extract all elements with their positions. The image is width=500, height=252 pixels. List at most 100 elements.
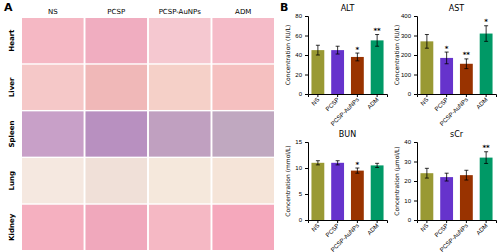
error-bar-stem — [446, 52, 447, 64]
x-tick-label: ADM — [475, 96, 489, 110]
y-axis: 020406080 — [295, 13, 308, 97]
y-tick-mark — [305, 168, 308, 169]
error-bar — [316, 45, 320, 55]
y-tick-mark — [305, 142, 308, 143]
y-tick-mark — [305, 55, 308, 56]
y-tick: 30 — [404, 159, 417, 165]
y-tick-label: 0 — [408, 91, 412, 97]
error-bar-stem — [337, 161, 338, 165]
plot-area: 020406080NSPCSPPCSP-AuNPsADM*** — [295, 13, 387, 126]
error-bar-cap — [425, 178, 429, 179]
y-tick: 20 — [404, 178, 417, 184]
bar — [351, 57, 364, 94]
x-tick-mark — [486, 220, 487, 223]
x-tick-label: PCSP-AuNPs — [439, 96, 469, 126]
bar — [371, 40, 384, 94]
bar — [351, 171, 364, 220]
error-bar — [375, 35, 379, 47]
plot-area: 051015NSPCSPPCSP-AuNPsADM* — [295, 139, 387, 252]
error-bar-cap — [445, 181, 449, 182]
bar-chart: 0100200300400NSPCSPPCSP-AuNPsADM****ASTC… — [393, 4, 497, 127]
grid-cell — [149, 111, 211, 156]
x-tick: NS — [419, 94, 429, 107]
y-tick: 5 — [299, 191, 308, 197]
error-bar — [375, 163, 379, 167]
x-tick-label: PCSP — [434, 96, 450, 112]
x-tick: ADM — [366, 94, 380, 110]
y-axis: 0 100 200 300 400 — [401, 13, 418, 97]
bar — [480, 34, 493, 94]
bar — [331, 50, 344, 94]
y-tick-label: 40 — [404, 139, 411, 145]
x-tick-mark — [466, 94, 467, 97]
bar — [331, 163, 344, 220]
grid-cell — [22, 158, 84, 203]
y-tick: 0 — [408, 217, 417, 223]
y-tick-mark — [414, 94, 417, 95]
error-bar-stem — [426, 35, 427, 49]
bar-chart: 051015NSPCSPPCSP-AuNPsADM*BUNConcentrati… — [284, 130, 388, 252]
significance-marker: * — [445, 45, 449, 53]
plot-area: 0100200300400NSPCSPPCSP-AuNPsADM**** — [401, 13, 497, 126]
error-bar-cap — [336, 54, 340, 55]
grid-cell — [149, 65, 211, 110]
x-tick: PCSP — [434, 94, 450, 112]
x-tick-mark — [377, 94, 378, 97]
error-bar-cap — [355, 60, 359, 61]
y-tick: 200 — [401, 52, 417, 58]
y-tick-label: 20 — [404, 178, 411, 184]
error-bar-stem — [317, 161, 318, 165]
y-axis-line — [305, 17, 309, 95]
x-tick-mark — [357, 94, 358, 97]
plot-area: 010203040NSPCSPPCSP-AuNPsADM** — [404, 139, 496, 252]
error-bar-stem — [377, 163, 378, 167]
y-tick-label: 30 — [404, 159, 411, 165]
x-tick-label: PCSP — [325, 222, 341, 238]
y-tick: 40 — [295, 52, 308, 58]
y-axis-title: Concentration (IU/L) — [393, 25, 400, 86]
y-tick: 10 — [404, 198, 417, 204]
error-bar-stem — [357, 168, 358, 173]
error-bar — [425, 168, 429, 178]
y-tick: 100 — [401, 72, 417, 78]
error-bar-cap — [316, 55, 320, 56]
grid-cell — [22, 111, 84, 156]
grid-cell — [85, 65, 147, 110]
bar — [460, 64, 473, 94]
grid-cell — [22, 205, 84, 250]
x-tick: NS — [419, 220, 429, 233]
row-label: Spleen — [8, 121, 16, 148]
error-bar — [336, 46, 340, 54]
x-tick-mark — [486, 94, 487, 97]
y-tick-mark — [414, 75, 417, 76]
y-axis-title: Concentration (μmol/L) — [393, 146, 401, 215]
y-tick-label: 300 — [401, 33, 412, 39]
x-tick-label: PCSP-AuNPs — [439, 222, 469, 252]
y-tick: 400 — [401, 13, 417, 19]
y-tick-label: 20 — [295, 72, 302, 78]
grid-cell — [212, 18, 274, 63]
y-tick-mark — [305, 16, 308, 17]
x-tick-label: PCSP — [325, 96, 341, 112]
error-bar-stem — [317, 45, 318, 55]
error-bar — [445, 52, 449, 64]
x-tick-label: PCSP — [434, 222, 450, 238]
significance-marker: ** — [373, 27, 381, 35]
y-tick-label: 400 — [401, 13, 412, 19]
error-bar-cap — [425, 168, 429, 169]
bar — [440, 177, 453, 220]
y-tick: 40 — [404, 139, 417, 145]
error-bar — [484, 26, 488, 42]
row-label: Liver — [8, 77, 16, 97]
error-bar — [336, 161, 340, 165]
x-axis: NS PCSPPCSP-AuNPs ADM — [418, 94, 497, 127]
y-tick-mark — [305, 194, 308, 195]
y-tick-mark — [414, 36, 417, 37]
chart-title: sCr — [450, 130, 464, 139]
y-tick: 60 — [295, 33, 308, 39]
y-tick-label: 0 — [408, 217, 412, 223]
x-tick-label: NS — [310, 222, 320, 232]
chart-title: BUN — [339, 130, 356, 139]
bar — [460, 175, 473, 220]
grid-cell — [149, 205, 211, 250]
